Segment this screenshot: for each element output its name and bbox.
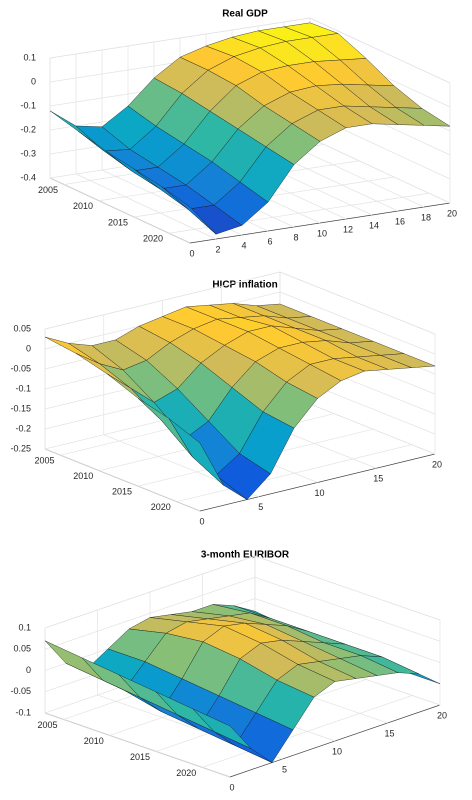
- z-tick-label: 0: [31, 76, 36, 86]
- x-tick-label: 6: [267, 236, 272, 246]
- x-tick-label: 14: [369, 220, 379, 230]
- surface-patch: [161, 186, 217, 235]
- y-tick-label: 2005: [37, 720, 57, 730]
- x-tick-label: 2: [215, 244, 220, 254]
- surface-patch: [168, 418, 224, 486]
- y-tick-label: 2010: [73, 471, 93, 481]
- z-tick-label: 0: [26, 665, 31, 675]
- surface-patch: [44, 640, 104, 681]
- z-tick-label: -0.2: [15, 423, 31, 433]
- surface-patch: [192, 708, 252, 749]
- z-tick-label: -0.3: [20, 148, 36, 158]
- grid-line: [44, 448, 201, 512]
- grid-line: [44, 712, 231, 778]
- z-tick-label: -0.25: [10, 443, 31, 453]
- x-tick-label: 20: [447, 208, 457, 218]
- grid-line: [75, 173, 217, 240]
- x-tick-label: 20: [437, 710, 447, 720]
- grid-line: [254, 576, 441, 642]
- z-tick-label: -0.05: [10, 363, 31, 373]
- panel: Real GDP-0.4-0.3-0.2-0.100.1200520102015…: [20, 9, 457, 259]
- x-tick-label: 20: [432, 459, 442, 469]
- grid-line: [49, 177, 191, 244]
- chart-title: HICP inflation: [212, 280, 277, 291]
- z-tick-label: -0.1: [15, 383, 31, 393]
- x-tick-label: 15: [373, 474, 383, 484]
- z-tick-label: -0.1: [20, 100, 36, 110]
- grid-line: [279, 291, 436, 355]
- x-tick-label: 18: [421, 212, 431, 222]
- x-tick-label: 5: [282, 764, 287, 774]
- x-tick-label: 12: [343, 224, 353, 234]
- y-tick-label: 2020: [151, 502, 171, 512]
- y-tick-label: 2020: [143, 234, 163, 244]
- z-tick-label: -0.4: [20, 172, 36, 182]
- x-tick-label: 0: [189, 248, 194, 258]
- y-tick-label: 2005: [38, 185, 58, 195]
- panel: 3-month EURIBOR-0.1-0.0500.050.120052010…: [10, 550, 447, 793]
- z-tick-label: 0.05: [13, 323, 31, 333]
- x-tick-label: 10: [314, 488, 324, 498]
- x-tick-label: 8: [293, 232, 298, 242]
- panel: HICP inflation -0.25 -0.2 -0.15 -0.1 -0.05 0 0.…: [10, 271, 442, 526]
- y-tick-label: 2020: [176, 768, 196, 778]
- x-tick-label: 15: [384, 728, 394, 738]
- y-tick-label: 2010: [84, 736, 104, 746]
- y-tick-label: 2015: [108, 217, 128, 227]
- grid-line: [309, 17, 451, 84]
- grid-line: [254, 555, 441, 621]
- x-tick-label: 10: [317, 228, 327, 238]
- x-tick-label: 0: [199, 516, 204, 526]
- z-tick-label: 0: [26, 343, 31, 353]
- grid-line: [279, 271, 436, 335]
- grid-line: [309, 137, 451, 204]
- grid-line: [254, 598, 441, 663]
- x-tick-label: 0: [229, 782, 234, 792]
- y-tick-label: 2015: [112, 487, 132, 497]
- x-tick-label: 4: [241, 240, 246, 250]
- z-tick-label: 0.1: [18, 622, 31, 632]
- z-tick-label: 0.05: [13, 644, 31, 654]
- x-tick-label: 16: [395, 216, 405, 226]
- z-tick-label: -0.2: [20, 124, 36, 134]
- z-tick-label: 0.1: [23, 52, 36, 62]
- z-tick-label: -0.1: [15, 707, 31, 717]
- chart-title: Real GDP: [222, 9, 268, 20]
- chart-title: 3-month EURIBOR: [201, 550, 290, 561]
- z-tick-label: -0.15: [10, 403, 31, 413]
- y-tick-label: 2010: [73, 201, 93, 211]
- x-tick-label: 5: [258, 502, 263, 512]
- x-tick-label: 10: [332, 746, 342, 756]
- y-tick-label: 2005: [34, 456, 54, 466]
- y-tick-label: 2015: [130, 752, 150, 762]
- z-tick-label: -0.05: [10, 686, 31, 696]
